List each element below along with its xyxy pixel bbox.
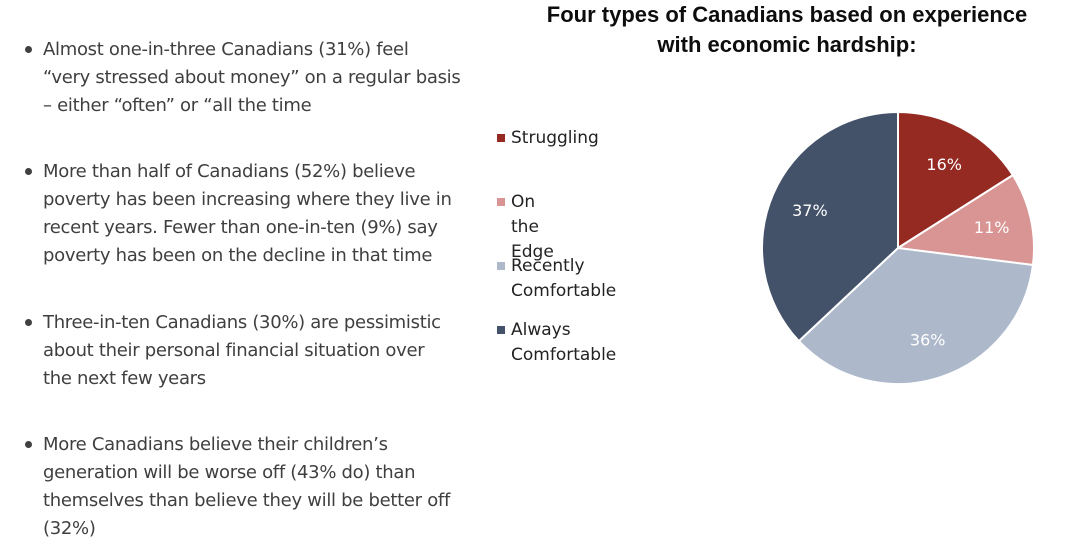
legend-label: Recently Comfortable	[511, 256, 617, 301]
pie-slice-label: 11%	[974, 218, 1010, 237]
chart-title: Four types of Canadians based on experie…	[546, 2, 1028, 57]
legend-label: On the Edge	[511, 192, 554, 262]
bullet-text: Almost one-in-three Canadians (31%) feel…	[43, 39, 461, 116]
bullet-item: Almost one-in-three Canadians (31%) feel…	[22, 36, 502, 120]
legend-label: Struggling	[511, 128, 599, 148]
legend-swatch-icon	[497, 262, 505, 270]
pie-chart: 16% 11% 36% 37%	[761, 110, 1035, 385]
bullet-dot-icon	[25, 319, 32, 326]
pie-slice-label: 37%	[792, 201, 828, 220]
pie-slice	[797, 246, 1035, 385]
bullet-text: More than half of Canadians (52%) believ…	[43, 161, 452, 266]
legend-item: Recently Comfortable	[497, 254, 616, 304]
pie-slice-label: 36%	[910, 330, 946, 349]
legend-item: Struggling	[497, 126, 599, 151]
legend-swatch-icon	[497, 198, 505, 206]
legend-label: Always Comfortable	[511, 320, 617, 365]
bullet-item: More Canadians believe their children’s …	[22, 431, 502, 543]
bullet-dot-icon	[25, 168, 32, 175]
legend-item: Always Comfortable	[497, 318, 616, 368]
bullet-text: Three-in-ten Canadians (30%) are pessimi…	[43, 312, 441, 389]
pie-slice	[897, 110, 1015, 250]
bullet-item: Three-in-ten Canadians (30%) are pessimi…	[22, 309, 502, 393]
bullet-item: More than half of Canadians (52%) believ…	[22, 158, 502, 270]
bullet-dot-icon	[25, 46, 32, 53]
bullet-text: More Canadians believe their children’s …	[43, 434, 450, 539]
pie-slice	[761, 110, 899, 343]
legend-swatch-icon	[497, 326, 505, 334]
legend-item: On the Edge	[497, 190, 554, 265]
pie-slice-label: 16%	[926, 155, 962, 174]
legend-swatch-icon	[497, 134, 505, 142]
bullet-dot-icon	[25, 441, 32, 448]
pie-slice	[895, 173, 1035, 267]
